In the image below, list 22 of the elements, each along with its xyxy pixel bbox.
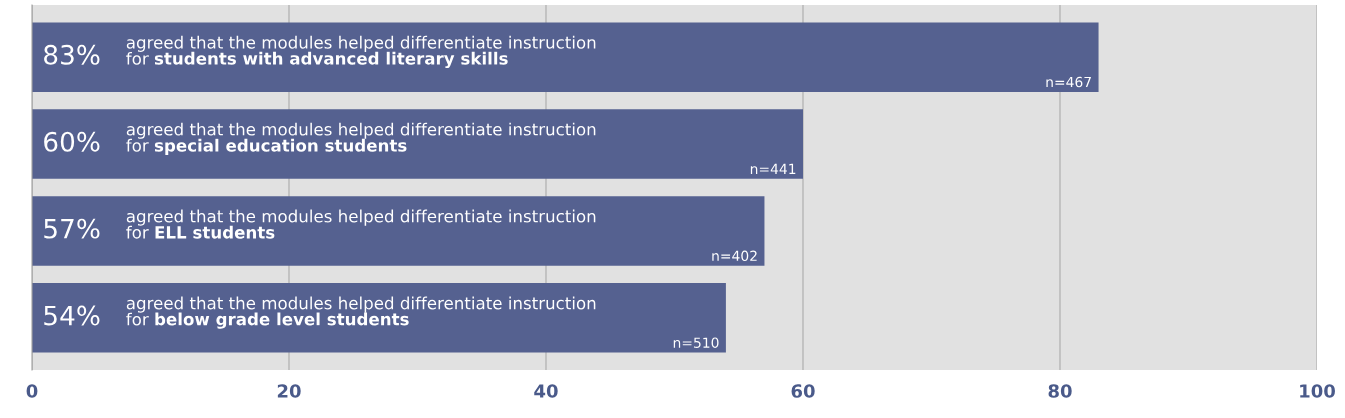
data-label: 83% [44, 44, 100, 65]
annotation: n=510 [673, 337, 719, 348]
y-tick-label: agreed that the modules helped differentiate instruction for ELL students [126, 209, 596, 239]
x-tick-label: 0 [26, 384, 38, 398]
bar [32, 109, 803, 179]
y-tick-label: agreed that the modules helped differentiate instruction for special education students [126, 122, 596, 155]
bar [32, 22, 1099, 92]
annotation: n=402 [712, 250, 757, 262]
data-label: 54% [44, 305, 100, 326]
x-tick-label: 20 [277, 384, 301, 398]
x-tick-label: 100 [1300, 384, 1335, 398]
bar [32, 196, 765, 266]
y-tick-label: agreed that the modules helped differentiate instruction for below grade level students [126, 296, 596, 329]
x-tick-label: 60 [791, 384, 815, 398]
x-tick-label: 40 [534, 384, 558, 398]
data-label: 57% [44, 218, 100, 239]
bar [32, 283, 726, 353]
x-tick-label: 80 [1048, 384, 1072, 398]
annotation: n=467 [1046, 76, 1091, 88]
annotation: n=441 [750, 163, 796, 174]
y-tick-label: agreed that the modules helped differentiate instruction for students with advanced literary skills [126, 35, 596, 69]
data-label: 60% [44, 131, 100, 152]
